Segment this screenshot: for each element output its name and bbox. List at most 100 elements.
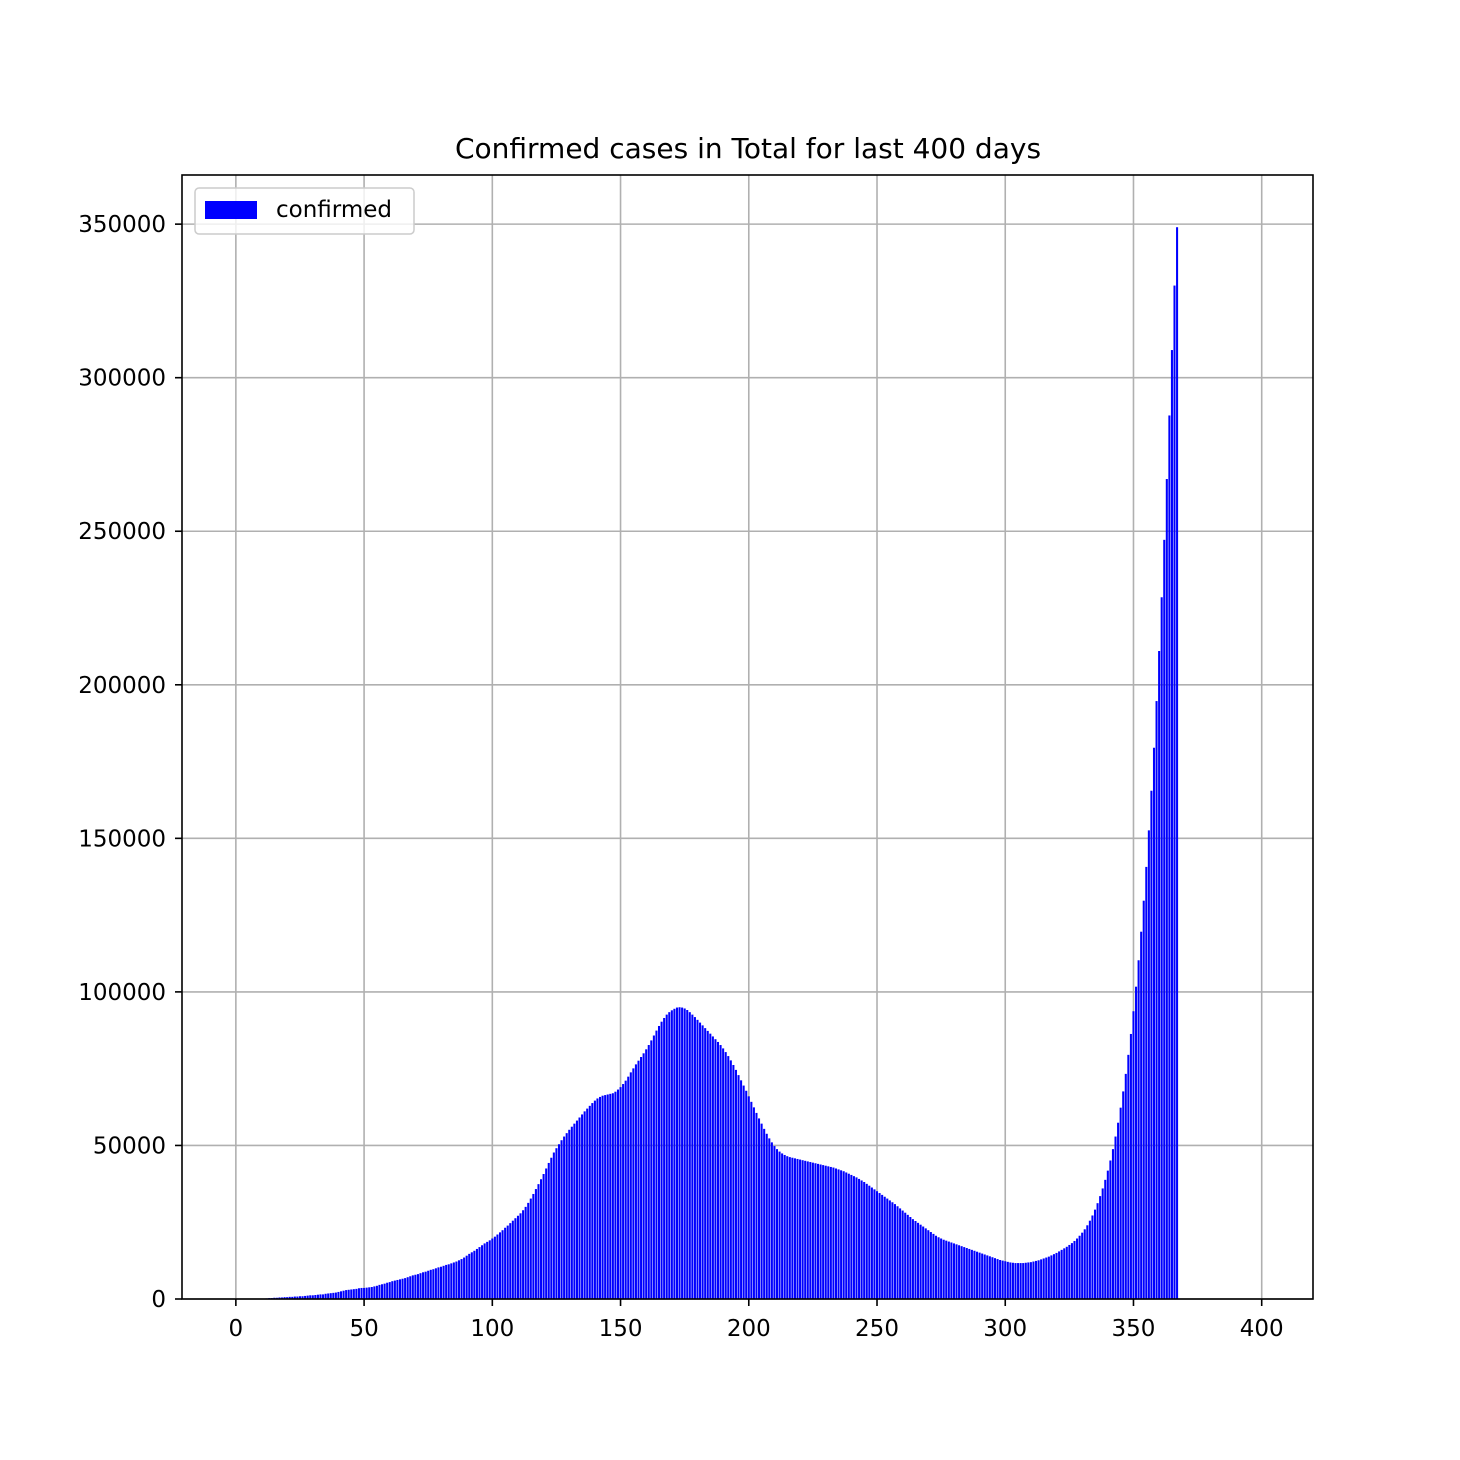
bar xyxy=(858,1178,861,1299)
bar xyxy=(586,1108,589,1299)
bar xyxy=(878,1193,881,1299)
bar xyxy=(883,1196,886,1299)
bar xyxy=(804,1160,807,1299)
bar xyxy=(432,1269,435,1299)
bar xyxy=(545,1168,548,1299)
bar xyxy=(581,1114,584,1299)
bar xyxy=(560,1140,563,1299)
bar xyxy=(860,1180,863,1299)
x-tick-label: 50 xyxy=(349,1316,378,1342)
bar xyxy=(309,1295,312,1299)
bar xyxy=(637,1060,640,1299)
bar xyxy=(788,1157,791,1299)
y-tick-label: 150000 xyxy=(78,826,166,852)
bar xyxy=(404,1278,407,1299)
bar xyxy=(968,1248,971,1299)
bar xyxy=(681,1007,684,1299)
bar xyxy=(537,1184,540,1299)
bar xyxy=(701,1025,704,1299)
bar xyxy=(752,1107,755,1299)
bar xyxy=(352,1289,355,1299)
bar xyxy=(547,1162,550,1299)
bar xyxy=(522,1210,525,1299)
bar xyxy=(709,1033,712,1299)
bar xyxy=(745,1090,748,1299)
bar xyxy=(1106,1170,1109,1299)
bar xyxy=(899,1208,902,1299)
bar xyxy=(1081,1232,1084,1299)
bar xyxy=(727,1056,730,1299)
bar xyxy=(945,1240,948,1299)
bar xyxy=(855,1177,858,1299)
bar xyxy=(773,1146,776,1299)
bar xyxy=(796,1158,799,1299)
bar xyxy=(1140,931,1143,1299)
bar xyxy=(527,1202,530,1299)
bar xyxy=(570,1126,573,1299)
bar xyxy=(368,1287,371,1299)
bar xyxy=(447,1264,450,1299)
bar xyxy=(786,1156,789,1299)
legend: confirmed xyxy=(194,187,415,235)
bar xyxy=(291,1296,294,1299)
bar xyxy=(1055,1252,1058,1299)
bar xyxy=(1050,1255,1053,1299)
bar xyxy=(511,1220,514,1299)
bar xyxy=(1024,1262,1027,1299)
bar xyxy=(999,1260,1002,1299)
bar xyxy=(360,1287,363,1299)
bar xyxy=(588,1105,591,1299)
bar xyxy=(1019,1263,1022,1299)
bar xyxy=(339,1291,343,1299)
bar xyxy=(470,1252,473,1299)
bar xyxy=(316,1294,319,1299)
bar xyxy=(714,1039,717,1299)
bar xyxy=(991,1257,994,1299)
bar xyxy=(955,1244,958,1299)
bar xyxy=(1052,1254,1055,1299)
bar xyxy=(440,1266,443,1299)
bar xyxy=(683,1008,686,1299)
bar xyxy=(627,1076,630,1299)
bar xyxy=(457,1260,460,1299)
legend-swatch-confirmed xyxy=(205,201,257,219)
bar xyxy=(891,1202,894,1299)
bar xyxy=(1163,539,1166,1299)
bar xyxy=(1168,415,1171,1300)
y-tick-label: 300000 xyxy=(78,366,166,392)
bar xyxy=(619,1087,622,1299)
bar xyxy=(550,1157,553,1299)
bar xyxy=(791,1157,794,1299)
bar xyxy=(314,1295,317,1299)
bar xyxy=(747,1096,750,1299)
bar xyxy=(1070,1243,1073,1299)
bar xyxy=(675,1007,678,1299)
bar xyxy=(609,1093,612,1299)
bar xyxy=(1040,1259,1043,1299)
bar xyxy=(611,1093,614,1299)
bar xyxy=(629,1072,632,1299)
bar xyxy=(504,1227,507,1299)
bar xyxy=(298,1296,301,1299)
bar xyxy=(722,1048,725,1299)
bar xyxy=(386,1282,389,1299)
bar xyxy=(937,1237,940,1299)
bar xyxy=(345,1290,348,1299)
bar xyxy=(696,1019,699,1299)
bar xyxy=(873,1189,876,1299)
bar xyxy=(434,1268,437,1299)
bar xyxy=(286,1297,289,1299)
bar xyxy=(601,1095,604,1299)
bar xyxy=(534,1189,537,1299)
bar xyxy=(806,1161,809,1299)
bar xyxy=(911,1219,914,1299)
bar xyxy=(334,1292,337,1299)
bar xyxy=(575,1120,578,1299)
bar xyxy=(375,1285,378,1299)
bar xyxy=(1065,1246,1068,1299)
bar xyxy=(699,1022,702,1299)
bar xyxy=(686,1010,689,1299)
bar xyxy=(542,1174,545,1299)
bar xyxy=(573,1123,576,1299)
bar xyxy=(706,1030,709,1299)
